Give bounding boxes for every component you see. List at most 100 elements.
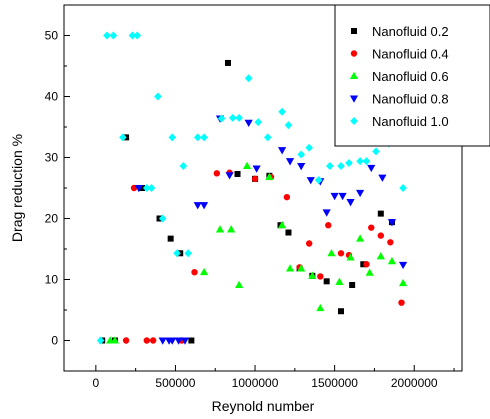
data-point bbox=[235, 280, 244, 288]
data-point bbox=[143, 337, 150, 344]
data-point bbox=[356, 189, 365, 198]
x-tick-label: 1000000 bbox=[232, 376, 279, 390]
data-point bbox=[188, 337, 195, 344]
x-tick-label: 2000000 bbox=[391, 376, 438, 390]
data-point bbox=[346, 253, 355, 261]
data-point bbox=[399, 184, 407, 192]
y-tick-label: 20 bbox=[45, 212, 59, 226]
data-point bbox=[251, 175, 259, 183]
data-point bbox=[265, 172, 274, 181]
data-point bbox=[297, 264, 306, 272]
data-point bbox=[215, 225, 225, 233]
data-point bbox=[242, 161, 252, 170]
legend: Nanofluid 0.2 Nanofluid 0.4 Nanofluid 0.6 N… bbox=[334, 4, 490, 147]
data-point bbox=[168, 133, 177, 142]
legend-label: Nanofluid 0.6 bbox=[372, 69, 449, 84]
data-point bbox=[368, 224, 375, 231]
data-point bbox=[147, 184, 156, 192]
data-point bbox=[335, 277, 344, 285]
data-point bbox=[180, 337, 190, 345]
data-point bbox=[168, 337, 177, 345]
data-point bbox=[306, 177, 315, 185]
data-point bbox=[119, 133, 127, 142]
x-tick-label: 500000 bbox=[155, 376, 195, 390]
data-point bbox=[158, 214, 167, 223]
data-point bbox=[297, 150, 306, 159]
legend-items: Nanofluid 0.2 Nanofluid 0.4 Nanofluid 0.6 N… bbox=[349, 24, 449, 129]
data-point bbox=[154, 92, 162, 101]
data-point bbox=[338, 192, 347, 201]
legend-label: Nanofluid 1.0 bbox=[372, 114, 449, 129]
data-point bbox=[234, 170, 241, 177]
axis-ticks: 0 500000 1000000 1500000 2000000 0 10 20 30 40 50 bbox=[45, 29, 455, 390]
data-point bbox=[224, 59, 231, 66]
y-tick-label: 10 bbox=[45, 273, 59, 287]
data-point bbox=[337, 162, 345, 171]
data-point bbox=[103, 31, 111, 40]
data-point bbox=[213, 170, 221, 177]
data-point bbox=[179, 162, 188, 171]
y-tick-label: 30 bbox=[45, 151, 59, 165]
data-point bbox=[244, 119, 253, 128]
data-point bbox=[387, 219, 397, 227]
data-point bbox=[133, 31, 142, 40]
data-point bbox=[367, 164, 376, 173]
data-point bbox=[338, 308, 345, 315]
data-point bbox=[173, 249, 181, 258]
data-point bbox=[327, 248, 336, 257]
legend-label: Nanofluid 0.4 bbox=[372, 47, 449, 62]
data-point bbox=[278, 220, 287, 229]
data-point bbox=[200, 133, 208, 142]
data-point bbox=[305, 240, 313, 247]
data-point bbox=[278, 107, 286, 116]
data-point bbox=[322, 209, 331, 217]
legend-marker bbox=[349, 95, 359, 103]
legend-label: Nanofluid 0.8 bbox=[372, 92, 449, 107]
data-point bbox=[263, 133, 272, 142]
data-point bbox=[356, 234, 365, 242]
data-point bbox=[376, 252, 385, 260]
data-point bbox=[284, 121, 293, 130]
data-point bbox=[349, 281, 356, 288]
legend-marker bbox=[349, 71, 359, 79]
data-point bbox=[227, 225, 236, 233]
data-point bbox=[398, 299, 405, 306]
data-point bbox=[345, 158, 353, 167]
x-tick-label: 0 bbox=[92, 376, 99, 390]
data-point bbox=[199, 267, 209, 276]
data-point bbox=[134, 185, 143, 193]
data-point bbox=[283, 193, 291, 201]
data-point bbox=[323, 278, 330, 285]
y-tick-label: 50 bbox=[45, 29, 59, 43]
series-group-3 bbox=[134, 115, 408, 345]
data-point bbox=[372, 147, 380, 156]
data-point bbox=[225, 172, 234, 180]
series-group-4 bbox=[96, 31, 407, 345]
data-point bbox=[142, 184, 151, 192]
data-points bbox=[96, 31, 408, 345]
data-point bbox=[128, 31, 137, 40]
y-tick-label: 40 bbox=[45, 90, 59, 104]
data-point bbox=[363, 261, 370, 268]
data-point bbox=[139, 185, 146, 191]
legend-label: Nanofluid 0.2 bbox=[372, 24, 449, 39]
series-group-2 bbox=[106, 161, 408, 344]
data-point bbox=[96, 336, 105, 345]
data-point bbox=[356, 157, 364, 166]
data-point bbox=[378, 174, 387, 182]
data-point bbox=[387, 239, 394, 246]
y-axis-title: Drag reduction % bbox=[9, 134, 25, 242]
data-point bbox=[254, 118, 263, 127]
data-point bbox=[228, 113, 237, 122]
data-point bbox=[325, 222, 332, 229]
data-point bbox=[316, 303, 325, 312]
data-point bbox=[308, 271, 317, 279]
data-point bbox=[244, 74, 253, 83]
data-point bbox=[314, 176, 323, 185]
x-tick-label: 1500000 bbox=[311, 376, 358, 390]
data-point bbox=[305, 143, 313, 152]
data-point bbox=[191, 268, 198, 276]
data-point bbox=[377, 210, 384, 217]
data-point bbox=[285, 158, 295, 166]
